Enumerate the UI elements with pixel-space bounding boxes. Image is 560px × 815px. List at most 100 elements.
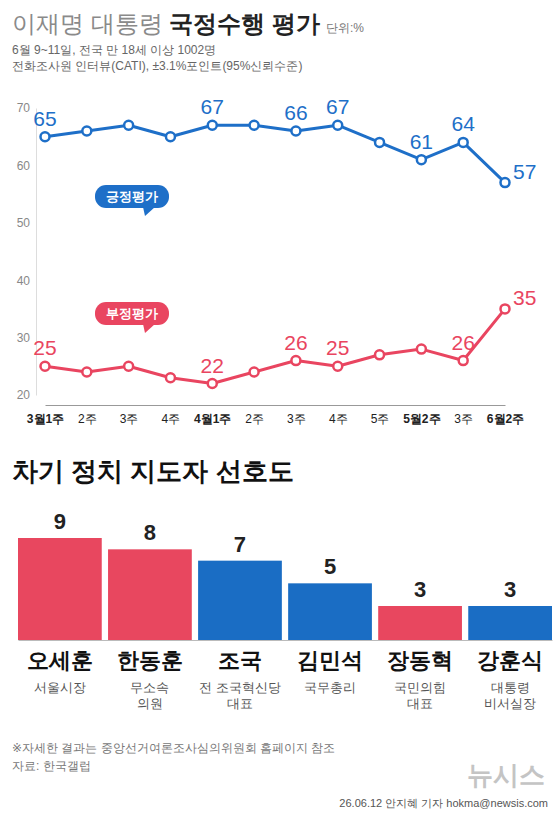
bars: [18, 538, 552, 640]
point: [459, 138, 468, 147]
point: [208, 379, 217, 388]
point: [291, 126, 300, 135]
bar: [18, 538, 102, 640]
x-axis-line: [46, 405, 506, 406]
point: [41, 132, 50, 141]
unit-label: 단위:%: [326, 21, 364, 35]
point: [291, 356, 300, 365]
x-tick: 4월1주: [194, 405, 231, 426]
infographic: 이재명 대통령 국정수행 평가 단위:% 6월 9~11일, 전국 만 18세 이상…: [0, 0, 560, 815]
bar: [288, 583, 372, 640]
point: [208, 121, 217, 130]
data-label: 25: [326, 336, 349, 359]
x-tick-label: 2주: [78, 412, 97, 426]
x-tick-label: 김민석: [297, 648, 363, 673]
series-tag: 부정평가: [95, 302, 169, 333]
subtitle: 6월 9~11일, 전국 만 18세 이상 1002명: [12, 43, 216, 57]
x-tick-label: 3월1주: [27, 412, 64, 426]
title-part: 국정수행: [169, 10, 272, 37]
chart-title: 이재명 대통령 국정수행 평가: [12, 10, 320, 37]
x-tick-label: 5월2주: [403, 412, 440, 426]
series-tag-box: [95, 302, 169, 325]
point: [459, 356, 468, 365]
bar-subtitle: 의원: [137, 696, 163, 711]
data-label: 8: [144, 520, 156, 545]
y-tick: 20: [17, 388, 36, 402]
x-tick-label: 강훈식: [477, 648, 543, 673]
bar: [198, 561, 282, 640]
series-tag-tail: [143, 324, 155, 333]
data-label: 64: [452, 112, 476, 135]
bar-subtitle: 대표: [407, 696, 433, 711]
point: [501, 178, 510, 187]
y-tick-label: 60: [17, 159, 31, 173]
x-tick: 조국: [218, 640, 262, 673]
point: [82, 368, 91, 377]
x-tick: 5월2주: [403, 405, 440, 426]
x-tick: 2주: [78, 405, 97, 426]
data-label: 61: [410, 130, 433, 153]
chart-title: 차기 정치 지도자 선호도: [12, 456, 294, 486]
series-line: [45, 125, 505, 182]
point: [250, 368, 259, 377]
bar-subtitle: 무소속: [130, 680, 169, 695]
series-tag-label: 긍정평가: [106, 189, 158, 204]
x-tick: 3주: [287, 405, 306, 426]
x-tick: 오세훈: [27, 640, 93, 673]
bar-subtitle: 대통령: [491, 680, 530, 695]
x-tick: 김민석: [297, 640, 363, 673]
point: [333, 121, 342, 130]
data-label: 7: [234, 532, 246, 557]
x-axis: 오세훈 한동훈 조국 김민석 장동혁 강훈식: [19, 640, 553, 673]
x-axis: 3월1주2주3주4주4월1주2주3주4주5주5월2주3주6월2주: [27, 405, 524, 426]
x-tick: 장동혁: [387, 640, 453, 673]
point: [166, 132, 175, 141]
x-tick: 3주: [120, 405, 139, 426]
line-marks: [41, 121, 510, 388]
point: [501, 304, 510, 313]
source: 자료: 한국갤럽: [12, 759, 91, 773]
x-tick-label: 2주: [245, 412, 264, 426]
x-tick-label: 4주: [329, 412, 348, 426]
series-tag-box: [95, 185, 169, 208]
y-tick-label: 70: [17, 101, 31, 115]
series-tag: 긍정평가: [95, 185, 169, 216]
data-label: 57: [513, 160, 536, 183]
data-label: 3: [414, 577, 426, 602]
bar-subtitle: 대표: [227, 696, 253, 711]
y-tick-label: 20: [17, 388, 31, 402]
data-label: 3: [504, 577, 516, 602]
bar-subtitle: 국민의힘: [394, 680, 446, 695]
x-tick-label: 한동훈: [117, 648, 183, 673]
x-tick: 4주: [329, 405, 348, 426]
x-tick: 3주: [454, 405, 473, 426]
x-tick-label: 6월2주: [487, 412, 524, 426]
bar-subtitle: 비서실장: [484, 696, 536, 711]
title-part: 평가: [272, 10, 320, 37]
x-tick: 4주: [162, 405, 181, 426]
x-tick-label: 조국: [218, 648, 262, 673]
footnote: ※자세한 결과는 중앙선거여론조사심의위원회 홈페이지 참조: [12, 741, 335, 755]
x-tick: 강훈식: [477, 640, 543, 673]
x-tick: 6월2주: [487, 405, 524, 426]
y-tick: 60: [17, 159, 36, 173]
x-tick-label: 장동혁: [387, 648, 453, 673]
data-label: 65: [33, 107, 56, 130]
data-label: 25: [33, 336, 56, 359]
subtitle: 전화조사원 인터뷰(CATI), ±3.1%포인트(95%신뢰수준): [12, 59, 302, 73]
x-tick-label: 4월1주: [194, 412, 231, 426]
data-label: 35: [513, 286, 536, 309]
x-tick-label: 4주: [162, 412, 181, 426]
data-label: 5: [324, 554, 336, 579]
data-label: 26: [284, 331, 307, 354]
data-label: 9: [54, 509, 66, 534]
series-tag-tail: [143, 207, 155, 216]
x-tick-label: 오세훈: [27, 648, 93, 673]
y-tick-label: 50: [17, 216, 31, 230]
data-label: 26: [452, 331, 475, 354]
point: [41, 362, 50, 371]
bar: [378, 606, 462, 640]
point: [124, 121, 133, 130]
x-tick: 한동훈: [117, 640, 183, 673]
point: [166, 373, 175, 382]
